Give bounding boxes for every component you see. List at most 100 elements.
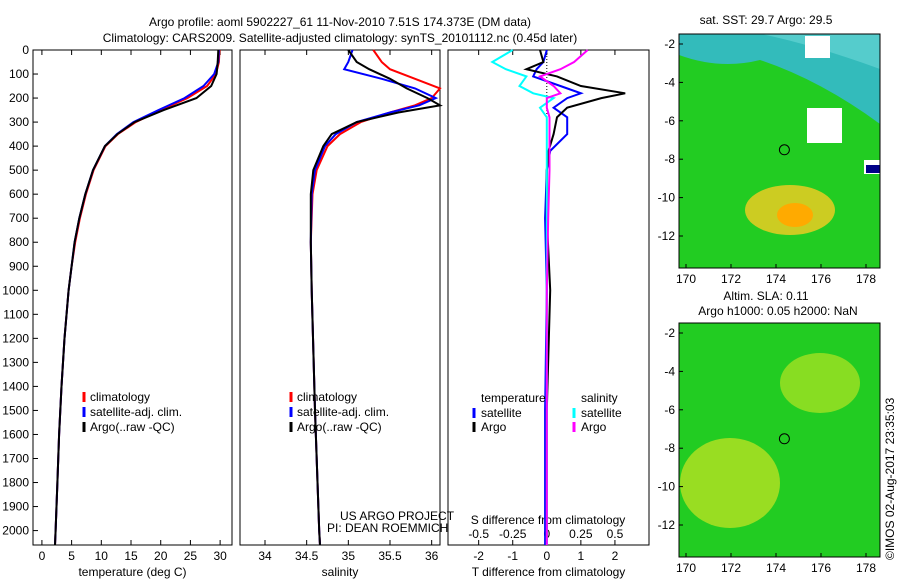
y-tick-label: 1900 [2,500,29,514]
x-tick-label: 5 [68,549,75,563]
x-axis-label: temperature (deg C) [78,565,186,579]
x-tick-label: 0 [543,549,550,563]
land-mask [807,108,842,143]
series-satellite-adj-clim- [309,49,439,546]
sst-map-title: sat. SST: 29.7 Argo: 29.5 [700,13,833,27]
difference-panel: -2 -1 0 1 2 T difference from climatology -0.5… [447,49,650,579]
argo-location-marker [778,433,790,445]
x-tick-label: 34.5 [295,549,319,563]
y-tick-label: 800 [9,235,29,249]
temperature-panel: 0 5 10 15 20 25 30 temperature (deg C) 0 100 200 30… [2,43,233,579]
legend-label: satellite [481,406,522,420]
x-tick-label: 172 [721,561,741,575]
legend-label: Argo [581,420,607,434]
y-tick-label: 2000 [2,524,29,538]
series-argo-raw-qc- [54,49,220,546]
legend-label: Argo(..raw -QC) [90,420,175,434]
land-mask [805,36,830,58]
y-tick-label: 200 [9,91,29,105]
x-axis-label: T difference from climatology [472,565,626,579]
argo-location-marker [778,144,790,156]
legend-label: climatology [297,390,357,404]
x-tick-label: 35.5 [378,549,402,563]
series-climatology [309,49,442,546]
x-tick-label: 176 [811,272,831,286]
y-tick-label: 1600 [2,427,29,441]
axes-box [447,49,650,546]
series-climatology [54,49,221,546]
x-tick-label: 1 [578,549,585,563]
y-tick-label: -8 [664,152,675,166]
sla-map-title1: Altim. SLA: 0.11 [723,289,808,303]
series-t-satellite [531,49,584,545]
y-tick-label: 400 [9,139,29,153]
x2-tick-label: 0.5 [607,527,624,541]
legend-label: satellite-adj. clim. [90,405,182,419]
x-tick-label: 174 [766,561,786,575]
y-tick-label: 700 [9,211,29,225]
y-tick-label: -2 [664,37,675,51]
y-tick-label: -10 [658,480,676,494]
x2-tick-label: -0.25 [499,527,527,541]
axes-box [239,49,441,546]
y-tick-label: -6 [664,114,675,128]
y-tick-label: -4 [664,364,675,378]
x-tick-label: 15 [124,549,138,563]
warm-region [777,203,813,227]
x-tick-label: -2 [473,549,484,563]
x-tick-label: 0 [39,549,46,563]
x-tick-label: 172 [721,272,741,286]
high-sla-region [680,438,780,528]
y-tick-label: 1700 [2,451,29,465]
map-frame [678,322,881,558]
s-diff-xlabel: S difference from climatology [471,513,626,527]
y-tick-label: -10 [658,191,676,205]
y-tick-label: 600 [9,187,29,201]
y-tick-label: 100 [9,67,29,81]
credit: ©IMOS 02-Aug-2017 23:35:03 [883,397,897,560]
y-tick-label: 1100 [3,307,29,321]
x-tick-label: 36 [425,549,439,563]
y-tick-label: 1400 [2,379,29,393]
x-tick-label: 176 [811,561,831,575]
x-tick-label: 30 [213,549,227,563]
map-frame [678,33,881,269]
y-tick-label: -6 [664,403,675,417]
x-tick-label: 170 [676,561,696,575]
x-tick-label: 170 [676,272,696,286]
x-tick-label: 178 [856,561,876,575]
x-tick-label: 25 [184,549,198,563]
series-s-argo [537,49,589,545]
series-satellite-adj-clim- [54,49,220,546]
y-tick-label: -12 [658,518,676,532]
sst-map[interactable]: 170 172 174 176 178 -2 -4 -6 -8 -10 -12 [658,22,881,286]
y-tick-label: -8 [664,441,675,455]
x-tick-label: 35 [342,549,356,563]
y-tick-label: 1300 [2,355,29,369]
y-tick-label: 1200 [2,331,29,345]
x-tick-label: 2 [612,549,619,563]
title-line2: Climatology: CARS2009. Satellite-adjuste… [103,31,577,45]
legend-label: satellite-adj. clim. [297,405,389,419]
y-tick-label: -12 [658,229,676,243]
land-mask [866,165,880,173]
title-line1: Argo profile: aoml 5902227_61 11-Nov-201… [149,15,531,29]
pi-annotation-2: PI: DEAN ROEMMICH [327,521,448,535]
sla-map-title2: Argo h1000: 0.05 h2000: NaN [698,304,857,318]
y-tick-label: -2 [664,326,675,340]
x-tick-label: 20 [154,549,168,563]
x-axis-label: salinity [322,565,359,579]
y-tick-label: -4 [664,75,675,89]
legend-header: salinity [581,391,618,405]
x2-tick-label: 0.25 [569,527,593,541]
legend-header: temperature [481,391,546,405]
y-tick-label: 1000 [2,283,29,297]
x2-tick-label: -0.5 [468,527,489,541]
series-t-argo [523,49,626,545]
x-tick-label: -1 [507,549,518,563]
legend-label: satellite [581,406,622,420]
sla-map[interactable]: 170 172 174 176 178 -2 -4 -6 -8 -10 -12 [658,322,881,575]
y-tick-label: 1500 [2,403,29,417]
legend-label: Argo(..raw -QC) [297,420,382,434]
